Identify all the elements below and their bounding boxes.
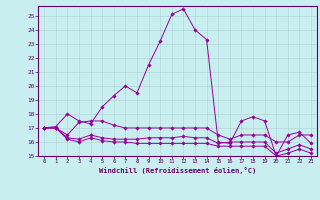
X-axis label: Windchill (Refroidissement éolien,°C): Windchill (Refroidissement éolien,°C) — [99, 167, 256, 174]
